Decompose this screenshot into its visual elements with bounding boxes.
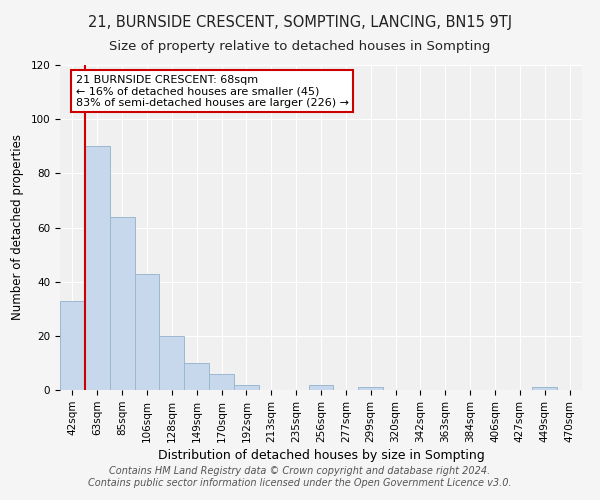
Bar [209, 374, 234, 390]
Bar [234, 384, 259, 390]
Bar [134, 274, 160, 390]
Text: Contains HM Land Registry data © Crown copyright and database right 2024.
Contai: Contains HM Land Registry data © Crown c… [88, 466, 512, 487]
Bar [358, 388, 383, 390]
Bar [308, 384, 334, 390]
Bar [110, 216, 134, 390]
Bar [160, 336, 184, 390]
Y-axis label: Number of detached properties: Number of detached properties [11, 134, 23, 320]
Bar [184, 363, 209, 390]
Text: Size of property relative to detached houses in Sompting: Size of property relative to detached ho… [109, 40, 491, 53]
Bar [532, 388, 557, 390]
Text: 21, BURNSIDE CRESCENT, SOMPTING, LANCING, BN15 9TJ: 21, BURNSIDE CRESCENT, SOMPTING, LANCING… [88, 15, 512, 30]
Bar [85, 146, 110, 390]
Text: 21 BURNSIDE CRESCENT: 68sqm
← 16% of detached houses are smaller (45)
83% of sem: 21 BURNSIDE CRESCENT: 68sqm ← 16% of det… [76, 74, 349, 108]
X-axis label: Distribution of detached houses by size in Sompting: Distribution of detached houses by size … [158, 449, 484, 462]
Bar [60, 300, 85, 390]
